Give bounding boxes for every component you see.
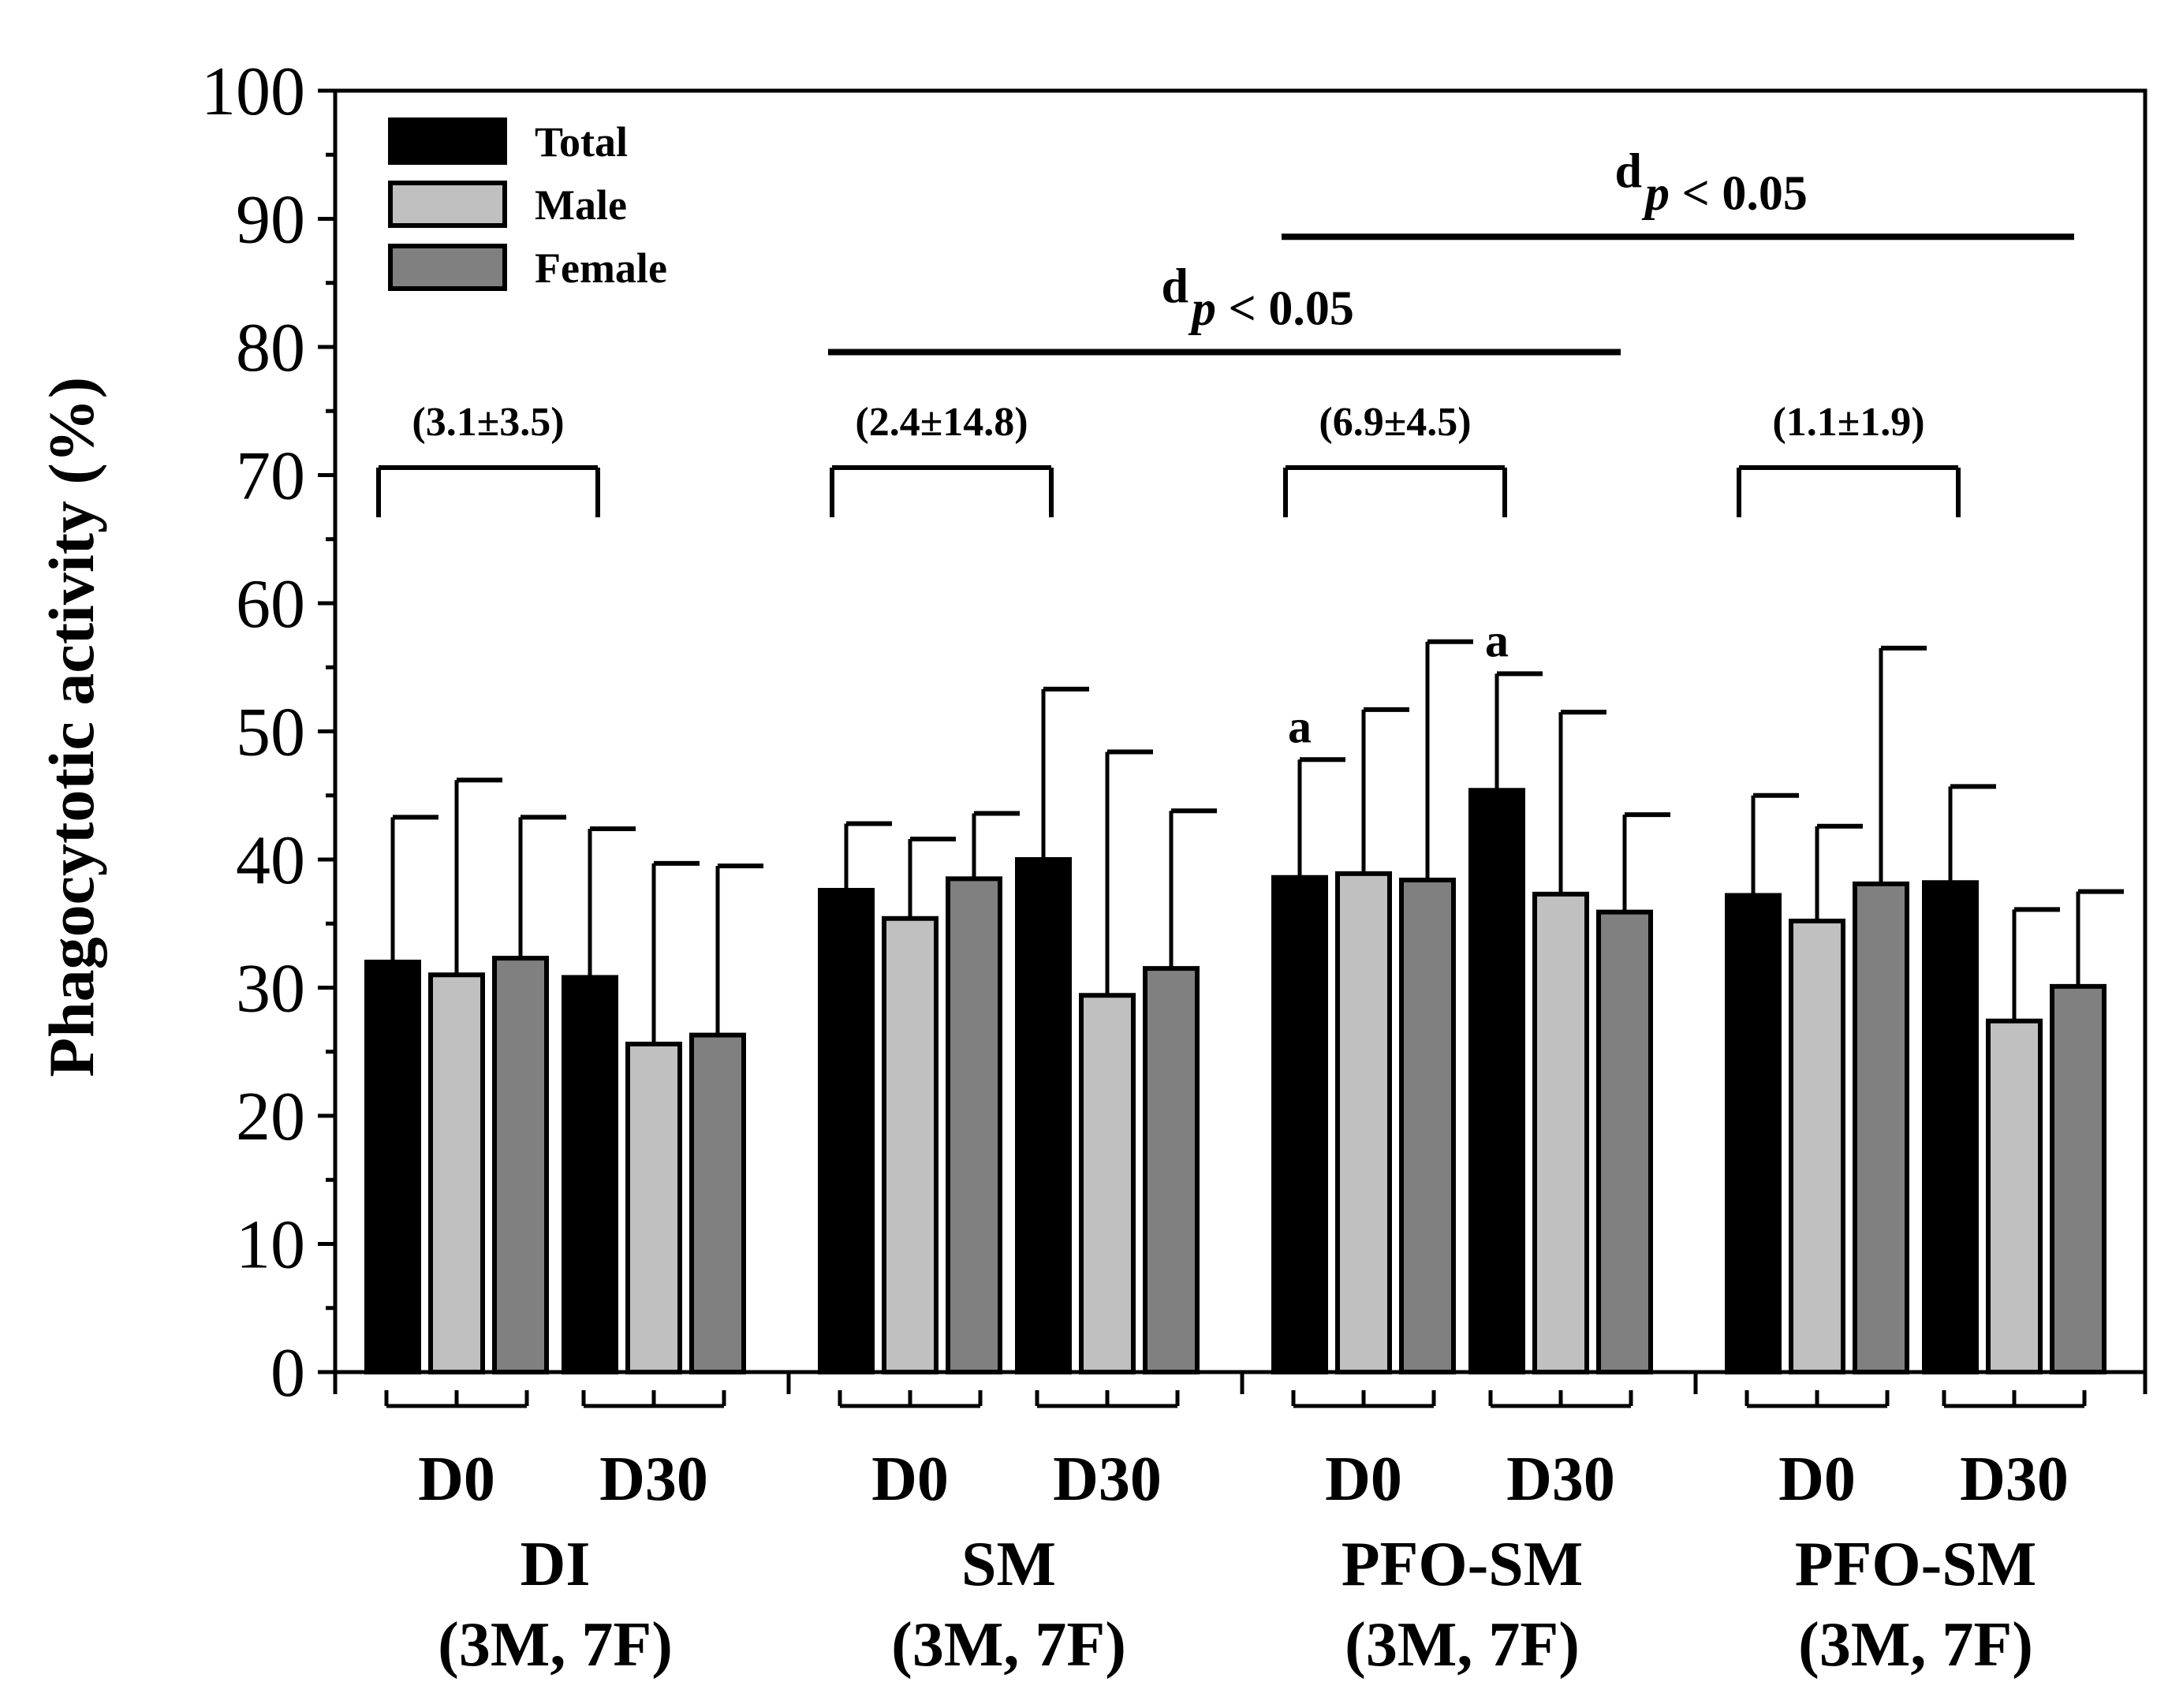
legend-label: Male xyxy=(535,181,627,229)
bar-female xyxy=(689,1032,746,1374)
y-tick-label: 20 xyxy=(236,1079,305,1155)
significance-mark: a xyxy=(1485,614,1509,666)
bar-male xyxy=(428,972,485,1374)
difference-label: (2.4±14.8) xyxy=(855,400,1028,445)
bar-total xyxy=(1725,893,1782,1374)
group-label: PFO-SM xyxy=(1342,1530,1584,1599)
significance-label: dp < 0.05 xyxy=(1615,144,1808,220)
group-sublabel: (3M, 7F) xyxy=(1798,1610,2033,1680)
y-tick-label: 0 xyxy=(271,1335,305,1412)
y-tick-label: 70 xyxy=(236,438,305,515)
bar-male xyxy=(882,916,939,1374)
day-label: D0 xyxy=(871,1445,949,1514)
legend-label: Total xyxy=(535,118,628,166)
significance-mark: a xyxy=(1288,700,1312,752)
legend-swatch xyxy=(388,181,507,228)
group-sublabel: (3M, 7F) xyxy=(1345,1610,1580,1680)
bar-total xyxy=(364,960,421,1374)
day-label: D0 xyxy=(1778,1445,1856,1514)
bar-total xyxy=(562,975,618,1374)
bar-male xyxy=(1789,919,1845,1374)
legend-swatch xyxy=(388,117,507,165)
day-label: D30 xyxy=(1506,1445,1615,1514)
bar-male xyxy=(1079,993,1136,1374)
group-label: DI xyxy=(521,1530,591,1599)
day-label: D0 xyxy=(418,1445,495,1514)
bar-male xyxy=(1986,1018,2043,1374)
bar-total xyxy=(1468,788,1525,1374)
bar-female xyxy=(946,876,1002,1374)
y-tick-label: 30 xyxy=(236,951,305,1027)
bar-male xyxy=(1532,891,1589,1374)
bar-female xyxy=(1143,966,1200,1374)
day-label: D0 xyxy=(1325,1445,1402,1514)
group-sublabel: (3M, 7F) xyxy=(891,1610,1126,1680)
legend-swatch xyxy=(388,244,507,291)
bar-female xyxy=(1596,909,1653,1374)
difference-label: (3.1±3.5) xyxy=(412,400,564,445)
bar-female xyxy=(2050,983,2107,1374)
y-tick-label: 50 xyxy=(236,695,305,771)
legend-label: Female xyxy=(535,244,667,292)
bar-total xyxy=(1271,875,1328,1374)
difference-label: (6.9±4.5) xyxy=(1319,400,1471,445)
group-sublabel: (3M, 7F) xyxy=(438,1610,673,1680)
y-tick-label: 90 xyxy=(236,182,305,259)
y-tick-label: 60 xyxy=(236,566,305,643)
bar-male xyxy=(1335,871,1392,1374)
day-label: D30 xyxy=(1960,1445,2069,1514)
significance-label: dp < 0.05 xyxy=(1162,260,1354,336)
bar-total xyxy=(1922,880,1979,1374)
y-tick-label: 80 xyxy=(236,310,305,386)
group-label: PFO-SM xyxy=(1795,1530,2037,1599)
y-tick-label: 100 xyxy=(201,54,305,130)
bar-total xyxy=(1015,857,1072,1374)
bar-female xyxy=(1399,878,1456,1374)
bar-male xyxy=(625,1042,682,1374)
y-axis-title: Phagocytotic activity (%) xyxy=(35,377,107,1077)
bar-female xyxy=(1853,881,1909,1374)
bar-total xyxy=(818,888,875,1374)
bar-female xyxy=(492,956,549,1374)
y-tick-label: 10 xyxy=(236,1207,305,1284)
difference-label: (1.1±1.9) xyxy=(1772,400,1924,445)
day-label: D30 xyxy=(1053,1445,1162,1514)
group-label: SM xyxy=(961,1530,1056,1599)
day-label: D30 xyxy=(599,1445,708,1514)
y-tick-label: 40 xyxy=(236,822,305,899)
